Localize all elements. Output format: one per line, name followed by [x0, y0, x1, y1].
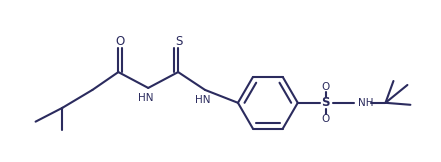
Text: O: O	[321, 114, 330, 124]
Text: O: O	[116, 35, 125, 48]
Text: NH: NH	[358, 98, 373, 108]
Text: O: O	[321, 82, 330, 92]
Text: S: S	[176, 35, 183, 48]
Text: HN: HN	[138, 93, 154, 103]
Text: HN: HN	[195, 95, 211, 105]
Text: S: S	[321, 96, 330, 109]
